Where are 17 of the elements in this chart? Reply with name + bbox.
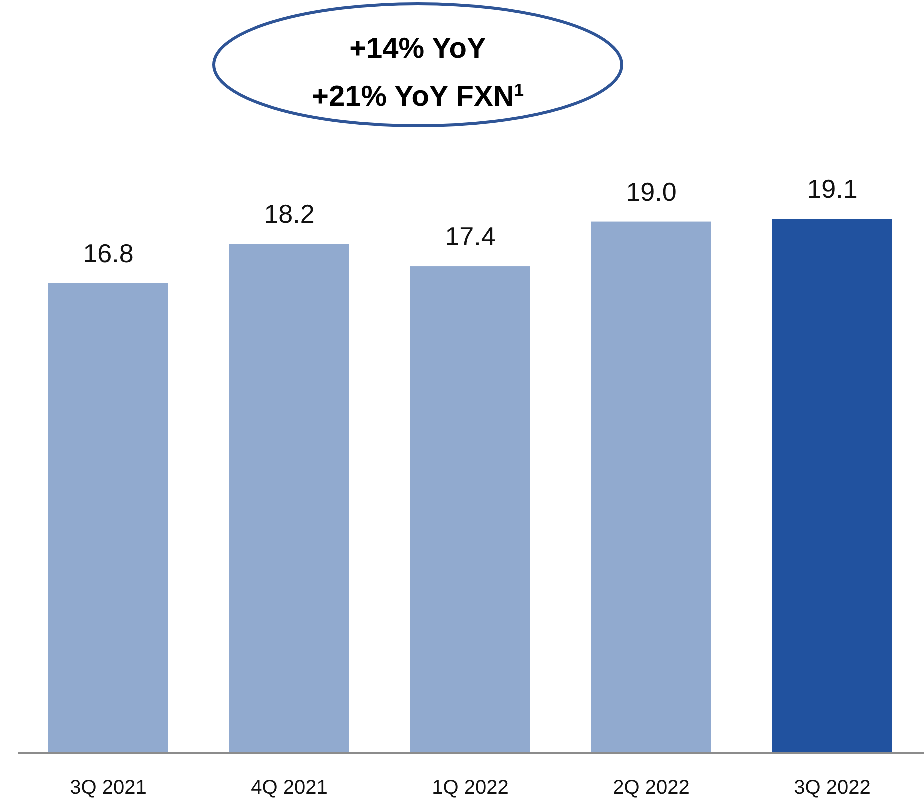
data-label: 16.8 xyxy=(83,238,134,268)
x-tick-label: 2Q 2022 xyxy=(613,777,690,799)
bar xyxy=(592,222,712,753)
text: +21% YoY FXN$^{1}$ xyxy=(312,80,524,113)
bar xyxy=(410,266,530,753)
data-label: 17.4 xyxy=(445,222,496,252)
x-tick-label: 4Q 2021 xyxy=(251,777,328,799)
bar xyxy=(772,219,892,753)
text: +14% YoY xyxy=(350,33,486,65)
x-tick-label: 1Q 2022 xyxy=(432,777,509,799)
data-label: 18.2 xyxy=(264,199,315,230)
bar xyxy=(48,283,168,753)
bar xyxy=(230,244,350,753)
x-tick-label: 3Q 2022 xyxy=(794,777,871,799)
data-label: 19.1 xyxy=(807,174,858,204)
data-label: 19.0 xyxy=(626,176,677,207)
x-tick-label: 3Q 2021 xyxy=(70,777,147,799)
